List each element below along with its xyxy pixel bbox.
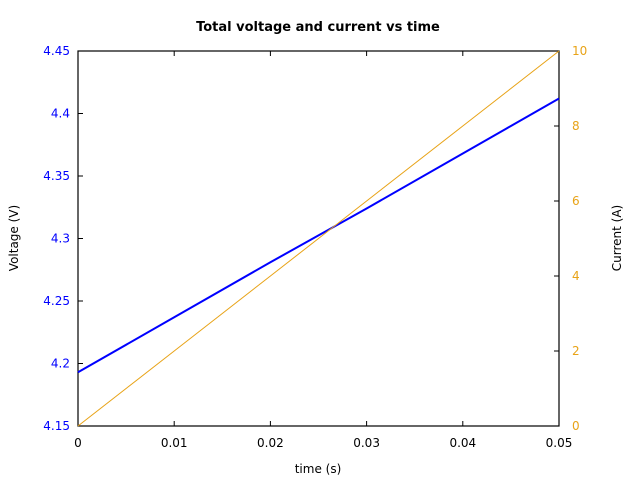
x-tick-label: 0.01 — [161, 436, 188, 450]
y-tick-label: 4.3 — [51, 232, 70, 246]
current-line — [77, 50, 560, 427]
y2-tick-label: 10 — [572, 44, 587, 58]
y-tick-label: 4.45 — [43, 44, 70, 58]
y-axis-ticks: 4.15 4.2 4.25 4.3 4.35 4.4 4.45 — [43, 44, 83, 433]
y-axis-label: Voltage (V) — [7, 205, 21, 271]
x-tick-label: 0.02 — [257, 436, 284, 450]
y-tick-label: 4.4 — [51, 107, 70, 121]
y2-tick-label: 0 — [572, 419, 580, 433]
x-tick-label: 0.04 — [449, 436, 476, 450]
y2-tick-label: 2 — [572, 344, 580, 358]
chart-title: Total voltage and current vs time — [196, 20, 440, 35]
y2-tick-label: 4 — [572, 269, 580, 283]
y-tick-label: 4.15 — [43, 419, 70, 433]
y2-tick-label: 8 — [572, 119, 580, 133]
x-tick-label: 0 — [74, 436, 82, 450]
y-tick-label: 4.2 — [51, 357, 70, 371]
series-layer — [77, 50, 560, 427]
x-tick-label: 0.05 — [546, 436, 573, 450]
y2-tick-label: 6 — [572, 194, 580, 208]
y-tick-label: 4.25 — [43, 294, 70, 308]
x-tick-label: 0.03 — [353, 436, 380, 450]
voltage-line — [77, 97, 560, 374]
y-tick-label: 4.35 — [43, 169, 70, 183]
x-axis-label: time (s) — [295, 462, 342, 476]
y2-axis-ticks: 0 2 4 6 8 10 — [554, 44, 587, 433]
x-axis-ticks: 0 0.01 0.02 0.03 0.04 0.05 — [74, 51, 572, 450]
y2-axis-label: Current (A) — [610, 205, 624, 271]
